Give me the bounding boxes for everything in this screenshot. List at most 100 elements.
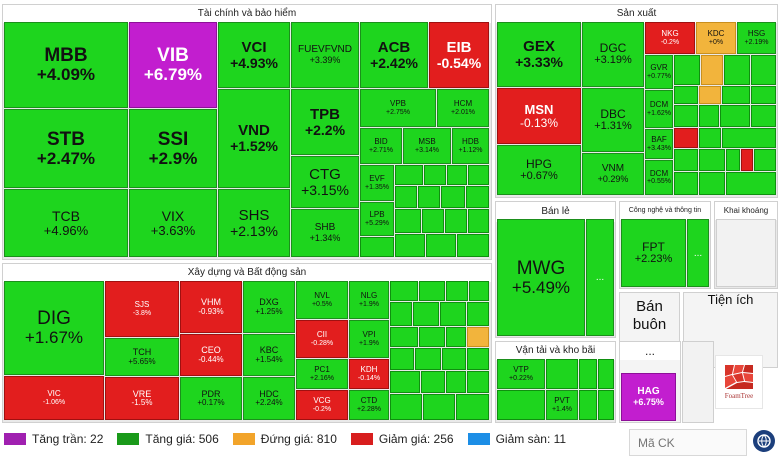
stock-tile-mini[interactable] (390, 302, 412, 326)
stock-tile-mini[interactable] (754, 149, 776, 171)
stock-tile[interactable]: HCM +2.01% (437, 89, 489, 127)
stock-tile[interactable]: PDR +0.17% (180, 377, 242, 420)
stock-tile[interactable]: FUEVFVND +3.39% (291, 22, 359, 88)
stock-tile-mini[interactable] (726, 172, 776, 195)
legend-item-ceiling[interactable]: Tăng trần: 22 (4, 432, 103, 446)
stock-tile[interactable]: DBC +1.31% (582, 88, 644, 152)
stock-tile[interactable]: EVF +1.35% (360, 165, 394, 201)
stock-tile[interactable]: DGC +3.19% (582, 22, 644, 87)
stock-tile[interactable]: SSI +2.9% (129, 109, 217, 188)
more-tile[interactable]: ... (586, 219, 614, 336)
stock-tile[interactable]: HAG +6.75% (621, 373, 676, 421)
stock-tile[interactable]: VND +1.52% (218, 89, 290, 188)
stock-tile-mini[interactable] (579, 390, 597, 420)
stock-tile-mini[interactable] (674, 149, 698, 171)
stock-tile[interactable]: NKG -0.2% (645, 22, 695, 54)
stock-tile-mini[interactable] (726, 149, 740, 171)
stock-tile-mini[interactable] (699, 86, 721, 104)
stock-tile-mini[interactable] (699, 149, 725, 171)
stock-tile[interactable]: KBC +1.54% (243, 334, 295, 376)
stock-tile[interactable]: MWG +5.49% (497, 219, 585, 336)
stock-tile[interactable]: TCB +4.96% (4, 189, 128, 257)
stock-tile[interactable]: TCH +5.65% (105, 338, 179, 376)
stock-tile[interactable] (682, 341, 714, 423)
stock-tile-mini[interactable] (422, 209, 444, 233)
stock-tile[interactable]: HSG +2.19% (737, 22, 776, 54)
stock-tile-mini[interactable] (441, 186, 465, 208)
stock-tile-mini[interactable] (445, 209, 467, 233)
stock-tile-mini[interactable] (674, 172, 698, 195)
stock-tile-mini[interactable] (446, 371, 466, 393)
stock-tile-mini[interactable] (468, 209, 489, 233)
stock-tile-mini[interactable] (447, 165, 467, 185)
stock-tile-mini[interactable] (390, 327, 418, 347)
stock-tile[interactable]: TPB +2.2% (291, 89, 359, 155)
stock-tile[interactable]: DCM +0.55% (645, 160, 673, 195)
stock-tile[interactable]: NLG +1.9% (349, 281, 389, 319)
stock-tile[interactable]: VIC -1.06% (4, 376, 104, 420)
stock-tile-mini[interactable] (468, 165, 489, 185)
stock-tile[interactable]: HDC +2.24% (243, 377, 295, 420)
stock-tile[interactable]: VPI +1.9% (349, 320, 389, 358)
stock-tile[interactable]: MSB +3.14% (403, 128, 451, 164)
stock-tile-mini[interactable] (467, 348, 489, 370)
stock-tile-mini[interactable] (395, 209, 421, 233)
stock-tile-mini[interactable] (390, 348, 414, 370)
stock-tile[interactable]: VIB +6.79% (129, 22, 217, 108)
stock-tile[interactable]: DCM +1.62% (645, 90, 673, 128)
stock-tile[interactable]: LPB +5.29% (360, 202, 394, 236)
stock-tile[interactable]: PC1 +2.16% (296, 359, 348, 389)
stock-tile[interactable]: GEX +3.33% (497, 22, 581, 87)
stock-tile-mini[interactable] (598, 359, 614, 389)
stock-tile-mini[interactable] (674, 55, 700, 85)
stock-tile-mini[interactable] (741, 149, 753, 171)
stock-tile[interactable]: SHB +1.34% (291, 209, 359, 257)
stock-tile-mini[interactable] (701, 55, 723, 85)
stock-tile[interactable]: VPB +2.75% (360, 89, 436, 127)
stock-tile-mini[interactable] (546, 359, 578, 389)
stock-tile-mini[interactable] (395, 186, 417, 208)
more-tile[interactable]: ... (687, 219, 709, 287)
stock-tile[interactable]: BAF +3.43% (645, 129, 673, 159)
stock-tile-mini[interactable] (699, 172, 725, 195)
stock-tile-mini[interactable] (395, 165, 423, 185)
stock-tile[interactable]: HPG +0.67% (497, 145, 581, 195)
stock-tile-mini[interactable] (469, 281, 489, 301)
stock-tile-mini[interactable] (446, 281, 468, 301)
stock-tile-mini[interactable] (440, 302, 466, 326)
stock-tile[interactable]: DIG +1.67% (4, 281, 104, 375)
stock-tile[interactable]: CTD +2.28% (349, 390, 389, 420)
stock-tile[interactable]: NVL +0.5% (296, 281, 348, 319)
stock-tile-mini[interactable] (722, 86, 750, 104)
stock-tile-mini[interactable] (674, 105, 698, 127)
stock-tile-mini[interactable] (699, 128, 721, 148)
stock-tile-mini[interactable] (395, 234, 425, 257)
stock-tile[interactable]: VIX +3.63% (129, 189, 217, 257)
stock-tile[interactable] (716, 219, 776, 287)
stock-tile[interactable]: KDH -0.14% (349, 359, 389, 389)
stock-tile-mini[interactable] (751, 105, 776, 127)
stock-tile-mini[interactable] (457, 234, 489, 257)
stock-tile[interactable]: KDC +0% (696, 22, 736, 54)
stock-tile-mini[interactable] (674, 86, 698, 104)
stock-tile-mini[interactable] (720, 105, 750, 127)
stock-tile-mini[interactable] (722, 128, 776, 148)
stock-tile[interactable]: VNM +0.29% (582, 153, 644, 195)
stock-tile-mini[interactable] (424, 165, 446, 185)
stock-tile[interactable]: STB +2.47% (4, 109, 128, 188)
legend-item-flat[interactable]: Đứng giá: 810 (232, 432, 337, 446)
stock-tile-mini[interactable] (751, 86, 776, 104)
stock-tile[interactable]: VTP +0.22% (497, 359, 545, 389)
stock-tile[interactable]: EIB -0.54% (429, 22, 489, 88)
stock-tile-mini[interactable] (497, 390, 545, 420)
stock-tile[interactable]: BID +2.71% (360, 128, 402, 164)
stock-tile-mini[interactable] (421, 371, 445, 393)
stock-tile-mini[interactable] (446, 327, 466, 347)
stock-tile[interactable]: ACB +2.42% (360, 22, 428, 88)
stock-tile-mini[interactable] (418, 186, 440, 208)
stock-tile-mini[interactable] (442, 348, 466, 370)
stock-tile[interactable]: GVR +0.77% (645, 55, 673, 89)
stock-tile-mini[interactable] (674, 128, 698, 148)
legend-item-up[interactable]: Tăng giá: 506 (117, 432, 219, 446)
stock-tile-mini[interactable] (419, 281, 445, 301)
